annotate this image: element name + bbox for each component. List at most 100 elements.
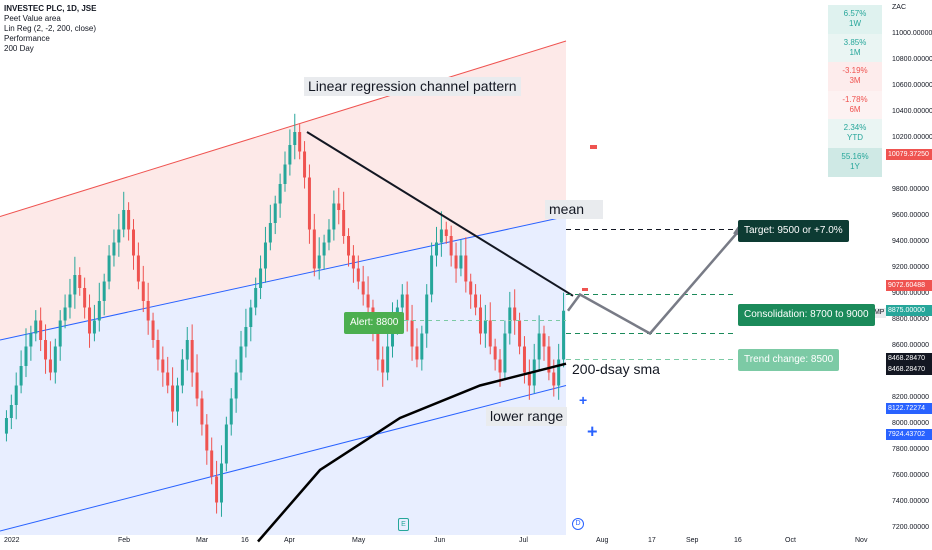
price-tick-label: 7600.00000 bbox=[892, 471, 929, 479]
candle-body bbox=[39, 320, 43, 340]
indicator-label[interactable]: Lin Reg (2, -2, 200, close) bbox=[4, 24, 97, 33]
price-tick-label: 9800.00000 bbox=[892, 185, 929, 193]
sma-note[interactable]: 200-dsay sma bbox=[572, 361, 660, 377]
candle-body bbox=[4, 418, 8, 434]
performance-value: 55.16% bbox=[841, 151, 869, 161]
plus-marker: + bbox=[587, 422, 598, 442]
candle-body bbox=[356, 268, 360, 282]
candle-body bbox=[92, 320, 96, 334]
candle-body bbox=[210, 450, 214, 477]
performance-value: -1.78% bbox=[842, 94, 868, 104]
candle-body bbox=[361, 281, 365, 295]
candle-body bbox=[146, 301, 150, 321]
candle-body bbox=[132, 229, 136, 256]
performance-value: 6.57% bbox=[843, 9, 867, 18]
candle-body bbox=[97, 301, 101, 321]
candle-body bbox=[44, 340, 48, 360]
candle-body bbox=[298, 132, 302, 152]
candle-body bbox=[483, 320, 487, 334]
trend-change-callout[interactable]: Trend change: 8500 bbox=[738, 349, 840, 371]
candle-body bbox=[215, 476, 219, 503]
target-callout[interactable]: Target: 9500 or +7.0% bbox=[738, 220, 849, 242]
candle-body bbox=[454, 255, 458, 269]
candle-body bbox=[63, 307, 67, 321]
candle-body bbox=[180, 359, 184, 386]
indicator-label[interactable]: 200 Day bbox=[4, 44, 34, 53]
candle-body bbox=[400, 294, 404, 308]
price-tick-label: 8000.00000 bbox=[892, 419, 929, 427]
candle-body bbox=[366, 294, 370, 308]
date-tick-label: Apr bbox=[284, 537, 295, 544]
consolidation-callout[interactable]: Consolidation: 8700 to 9000 bbox=[738, 304, 875, 326]
alert-callout[interactable]: Alert: 8800 bbox=[344, 312, 405, 334]
candle-body bbox=[405, 294, 409, 321]
candle-body bbox=[53, 346, 57, 373]
channel-title-note[interactable]: Linear regression channel pattern bbox=[304, 77, 521, 96]
performance-period: 6M bbox=[849, 104, 861, 114]
candle-body bbox=[542, 333, 546, 347]
dividend-marker[interactable]: D bbox=[572, 518, 584, 530]
date-tick-label: Jun bbox=[434, 537, 446, 544]
candle-body bbox=[88, 307, 92, 334]
performance-cell: 2.34% YTD bbox=[828, 119, 882, 148]
candle-body bbox=[420, 333, 424, 360]
date-tick-label: 2022 bbox=[4, 537, 20, 544]
downtrend-line bbox=[306, 131, 574, 297]
mean-note[interactable]: mean bbox=[545, 200, 603, 219]
candle-body bbox=[513, 307, 517, 321]
candle-body bbox=[224, 424, 228, 464]
candle-body bbox=[29, 333, 33, 347]
price-tick-label: 11000.00000 bbox=[892, 29, 932, 37]
price-tick-label: 10200.00000 bbox=[892, 133, 932, 141]
price-tick-label: 9000.00000 bbox=[892, 289, 929, 297]
date-tick-label: Aug bbox=[596, 537, 609, 544]
candle-body bbox=[464, 255, 468, 282]
price-tag: 9072.60488 bbox=[886, 279, 932, 291]
indicator-label[interactable]: Peet Value area bbox=[4, 14, 61, 23]
performance-cell: 55.16% 1Y bbox=[828, 147, 882, 177]
candle-body bbox=[14, 385, 18, 405]
price-tick-label: 7200.00000 bbox=[892, 523, 929, 531]
earnings-marker[interactable]: E bbox=[398, 518, 409, 531]
candle-body bbox=[518, 320, 522, 347]
candle-body bbox=[229, 398, 233, 425]
candle-body bbox=[117, 229, 121, 243]
candle-body bbox=[24, 346, 28, 366]
candle-body bbox=[317, 255, 321, 269]
candle-body bbox=[259, 268, 263, 288]
performance-value: 3.85% bbox=[843, 37, 867, 47]
minus-marker bbox=[590, 145, 597, 149]
indicator-label[interactable]: Performance bbox=[4, 34, 50, 43]
date-tick-label: Oct bbox=[785, 537, 796, 544]
candle-body bbox=[127, 210, 131, 230]
channel-upper-line bbox=[0, 40, 567, 217]
price-tick-label: 9600.00000 bbox=[892, 211, 929, 219]
candle-body bbox=[141, 281, 145, 301]
performance-cell: 6.57% 1W bbox=[828, 5, 882, 34]
candle-body bbox=[166, 372, 170, 386]
candle-body bbox=[488, 320, 492, 347]
performance-period: 1W bbox=[849, 19, 861, 28]
candle-body bbox=[200, 398, 204, 425]
candle-body bbox=[376, 333, 380, 360]
candle-body bbox=[219, 463, 223, 503]
price-tick-label: 7400.00000 bbox=[892, 497, 929, 505]
plus-marker: + bbox=[579, 392, 587, 408]
candle-body bbox=[19, 366, 23, 386]
candle-body bbox=[493, 346, 497, 360]
candle-body bbox=[430, 255, 434, 295]
lower-range-note[interactable]: lower range bbox=[486, 407, 568, 426]
candle-body bbox=[332, 203, 336, 230]
candle-body bbox=[351, 255, 355, 269]
candle-body bbox=[498, 359, 502, 373]
candle-body bbox=[444, 229, 448, 236]
performance-period: 1Y bbox=[850, 161, 860, 171]
candle-body bbox=[327, 229, 331, 243]
channel-lower-line bbox=[0, 385, 567, 532]
candle-body bbox=[263, 242, 267, 269]
candle-body bbox=[273, 203, 277, 223]
date-tick-label: Mar bbox=[196, 537, 209, 544]
price-tick-label: 7800.00000 bbox=[892, 445, 929, 453]
